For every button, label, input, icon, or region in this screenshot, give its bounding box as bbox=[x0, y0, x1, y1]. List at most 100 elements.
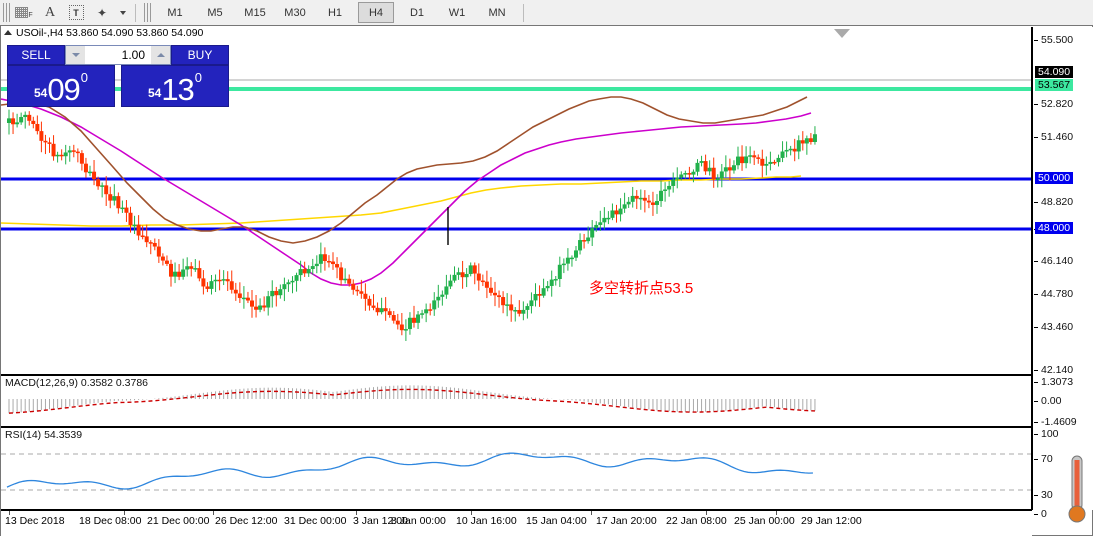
scale-tick-label: 51.460 bbox=[1041, 131, 1074, 143]
volume-decrement-button[interactable] bbox=[66, 46, 85, 64]
scale-tick-label: 55.500 bbox=[1041, 34, 1074, 46]
time-axis-label: 3 Jan 12:00 bbox=[353, 515, 408, 527]
sell-price-main: 09 bbox=[47, 72, 80, 107]
ask-price-tag: 54.090 bbox=[1035, 66, 1074, 78]
price-chart-svg bbox=[1, 79, 1031, 342]
scale-tick: 51.460 bbox=[1033, 131, 1093, 143]
toolbar-grip[interactable] bbox=[3, 3, 10, 22]
rsi-scale-label: 30 bbox=[1041, 489, 1053, 501]
scale-tick-label: 44.780 bbox=[1041, 288, 1074, 300]
rsi-scale-tick: 30 bbox=[1033, 489, 1093, 501]
time-axis: 13 Dec 2018 18 Dec 08:00 21 Dec 00:00 26… bbox=[1, 510, 1032, 536]
sell-price-prefix: 54 bbox=[33, 86, 48, 100]
macd-signal-line bbox=[8, 388, 815, 414]
scale-tick: 46.140 bbox=[1033, 255, 1093, 267]
main-toolbar: F A T ✦ M1 M5 M15 M30 H1 H4 D1 W1 MN bbox=[0, 0, 1093, 26]
level-tag-50: 50.000 bbox=[1035, 172, 1074, 184]
time-axis-label: 21 Dec 00:00 bbox=[147, 515, 210, 527]
rsi-line bbox=[6, 452, 813, 490]
time-axis-label: 17 Jan 20:00 bbox=[596, 515, 657, 527]
time-axis-label: 25 Jan 00:00 bbox=[734, 515, 795, 527]
price-pane[interactable]: 多空转折点53.5 bbox=[1, 27, 1032, 375]
tab-h1[interactable]: H1 bbox=[327, 6, 343, 19]
scale-tick: 52.820 bbox=[1033, 98, 1093, 110]
macd-scale-tick: -1.4609 bbox=[1033, 416, 1093, 428]
rsi-scale-tick: 70 bbox=[1033, 453, 1093, 465]
rsi-scale-tick: 0 bbox=[1033, 508, 1093, 520]
scale-tick: 43.460 bbox=[1033, 321, 1093, 333]
time-axis-label: 10 Jan 16:00 bbox=[456, 515, 517, 527]
chart-window[interactable]: USOil-,H4 53.860 54.090 53.860 54.090 多空… bbox=[0, 25, 1093, 536]
scale-tick: 55.500 bbox=[1033, 34, 1093, 46]
tab-m1[interactable]: M1 bbox=[167, 6, 183, 19]
volume-input[interactable]: 1.00 bbox=[121, 48, 145, 62]
scale-tick-label: 43.460 bbox=[1041, 321, 1074, 333]
scale-tick-label: 46.140 bbox=[1041, 255, 1074, 267]
time-axis-label: 18 Dec 08:00 bbox=[79, 515, 142, 527]
ma-fast-line bbox=[1, 96, 808, 244]
tab-d1[interactable]: D1 bbox=[409, 6, 425, 19]
tab-m5[interactable]: M5 bbox=[207, 6, 223, 19]
chart-annotation[interactable]: 多空转折点53.5 bbox=[589, 280, 694, 297]
sell-price-point: 0 bbox=[80, 70, 89, 85]
buy-button[interactable]: BUY bbox=[171, 45, 229, 65]
collapse-icon[interactable] bbox=[4, 30, 12, 35]
sell-button[interactable]: SELL bbox=[7, 45, 65, 65]
rsi-scale-label: 100 bbox=[1041, 428, 1059, 440]
crosshair-icon[interactable]: F bbox=[12, 2, 36, 24]
rsi-label: RSI(14) 54.3539 bbox=[5, 429, 83, 441]
rsi-pane[interactable]: RSI(14) 54.3539 bbox=[1, 427, 1032, 510]
objects-icon[interactable]: ✦ bbox=[96, 5, 108, 20]
tab-w1[interactable]: W1 bbox=[448, 6, 466, 19]
toolbar-divider-2 bbox=[523, 3, 524, 22]
bid-price-tag: 53.567 bbox=[1035, 79, 1074, 91]
objects-dropdown-icon[interactable] bbox=[116, 2, 130, 24]
time-axis-label: 13 Dec 2018 bbox=[5, 515, 65, 527]
text-label-icon[interactable]: A bbox=[44, 4, 56, 20]
scale-tick-label: 48.820 bbox=[1041, 196, 1074, 208]
buy-price-display[interactable]: 54 13 0 bbox=[121, 65, 229, 107]
scale-tick: 48.820 bbox=[1033, 196, 1093, 208]
tab-mn[interactable]: MN bbox=[488, 6, 506, 19]
macd-scale-tick: 0.00 bbox=[1033, 395, 1093, 407]
macd-scale-label: -1.4609 bbox=[1041, 416, 1077, 428]
time-axis-label: 29 Jan 12:00 bbox=[801, 515, 862, 527]
timeframe-grip[interactable] bbox=[144, 3, 151, 22]
sell-price-display[interactable]: 54 09 0 bbox=[7, 65, 115, 107]
time-axis-label: 8 Jan 00:00 bbox=[391, 515, 446, 527]
tab-m15[interactable]: M15 bbox=[244, 6, 266, 19]
rsi-scale-tick: 100 bbox=[1033, 428, 1093, 440]
ma-slow-line bbox=[1, 175, 802, 227]
text-box-icon[interactable]: T bbox=[64, 2, 88, 24]
scale-tick-label: 52.820 bbox=[1041, 98, 1074, 110]
symbol-header: USOil-,H4 53.860 54.090 53.860 54.090 bbox=[1, 26, 1034, 39]
symbol-ohlc-label: USOil-,H4 53.860 54.090 53.860 54.090 bbox=[16, 26, 204, 39]
volume-increment-button[interactable] bbox=[151, 46, 170, 64]
macd-scale-label: 1.3073 bbox=[1041, 376, 1074, 388]
macd-pane[interactable]: MACD(12,26,9) 0.3582 0.3786 bbox=[1, 375, 1032, 427]
candlestick-series bbox=[7, 109, 817, 342]
macd-scale-tick: 1.3073 bbox=[1033, 376, 1093, 388]
tab-h4[interactable]: H4 bbox=[358, 2, 394, 23]
buy-price-prefix: 54 bbox=[147, 86, 162, 100]
toolbar-divider bbox=[135, 3, 136, 22]
time-axis-label: 31 Dec 00:00 bbox=[284, 515, 347, 527]
macd-scale-label: 0.00 bbox=[1041, 395, 1062, 407]
chart-top-marker-icon[interactable] bbox=[834, 29, 850, 39]
scale-tick: 44.780 bbox=[1033, 288, 1093, 300]
scale-tick-label: 42.140 bbox=[1041, 364, 1074, 376]
time-axis-label: 26 Dec 12:00 bbox=[215, 515, 278, 527]
time-axis-label: 22 Jan 08:00 bbox=[666, 515, 727, 527]
price-scale[interactable]: 55.500 52.820 51.460 48.820 47.460 46.14… bbox=[1032, 27, 1093, 520]
one-click-trading-panel[interactable]: SELL 1.00 BUY 54 09 0 54 13 0 bbox=[7, 45, 229, 107]
buy-price-main: 13 bbox=[161, 72, 194, 107]
macd-histogram bbox=[8, 385, 816, 414]
time-axis-label: 15 Jan 04:00 bbox=[526, 515, 587, 527]
thermometer-icon[interactable] bbox=[1064, 454, 1090, 530]
ma-mid-line bbox=[1, 98, 812, 286]
macd-chart-svg bbox=[8, 385, 816, 414]
tab-m30[interactable]: M30 bbox=[284, 6, 306, 19]
volume-stepper[interactable]: 1.00 bbox=[65, 45, 171, 65]
macd-label: MACD(12,26,9) 0.3582 0.3786 bbox=[5, 377, 149, 389]
rsi-scale-label: 0 bbox=[1041, 508, 1047, 520]
